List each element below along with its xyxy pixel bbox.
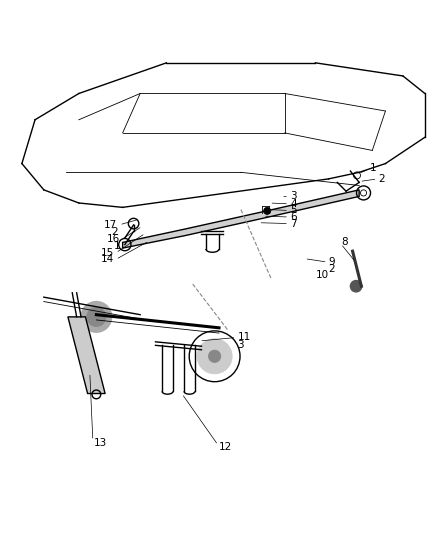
Text: 10: 10 (315, 270, 328, 280)
Circle shape (208, 350, 221, 362)
Text: 8: 8 (342, 237, 348, 247)
Circle shape (264, 207, 271, 214)
Text: 3: 3 (290, 191, 297, 201)
Text: 1: 1 (370, 164, 376, 173)
Text: 4: 4 (290, 199, 297, 209)
Text: 11: 11 (237, 333, 251, 343)
Text: 14: 14 (101, 254, 114, 264)
Circle shape (81, 302, 112, 332)
Circle shape (87, 307, 106, 327)
Text: 6: 6 (290, 212, 297, 222)
Text: 7: 7 (290, 219, 297, 229)
Circle shape (350, 280, 362, 292)
Text: 16: 16 (107, 235, 120, 244)
Text: 15: 15 (101, 248, 114, 258)
Text: 5: 5 (290, 205, 297, 215)
Text: 2: 2 (328, 264, 335, 273)
Text: 9: 9 (328, 257, 335, 267)
Text: 12: 12 (219, 442, 232, 452)
Polygon shape (68, 317, 105, 393)
Text: 17: 17 (104, 220, 117, 230)
Text: 13: 13 (94, 438, 107, 448)
Text: 2: 2 (111, 228, 117, 237)
Text: 1: 1 (113, 241, 120, 251)
Text: 3: 3 (237, 341, 244, 350)
Polygon shape (123, 190, 359, 248)
Circle shape (197, 339, 232, 374)
Text: 2: 2 (378, 174, 385, 184)
